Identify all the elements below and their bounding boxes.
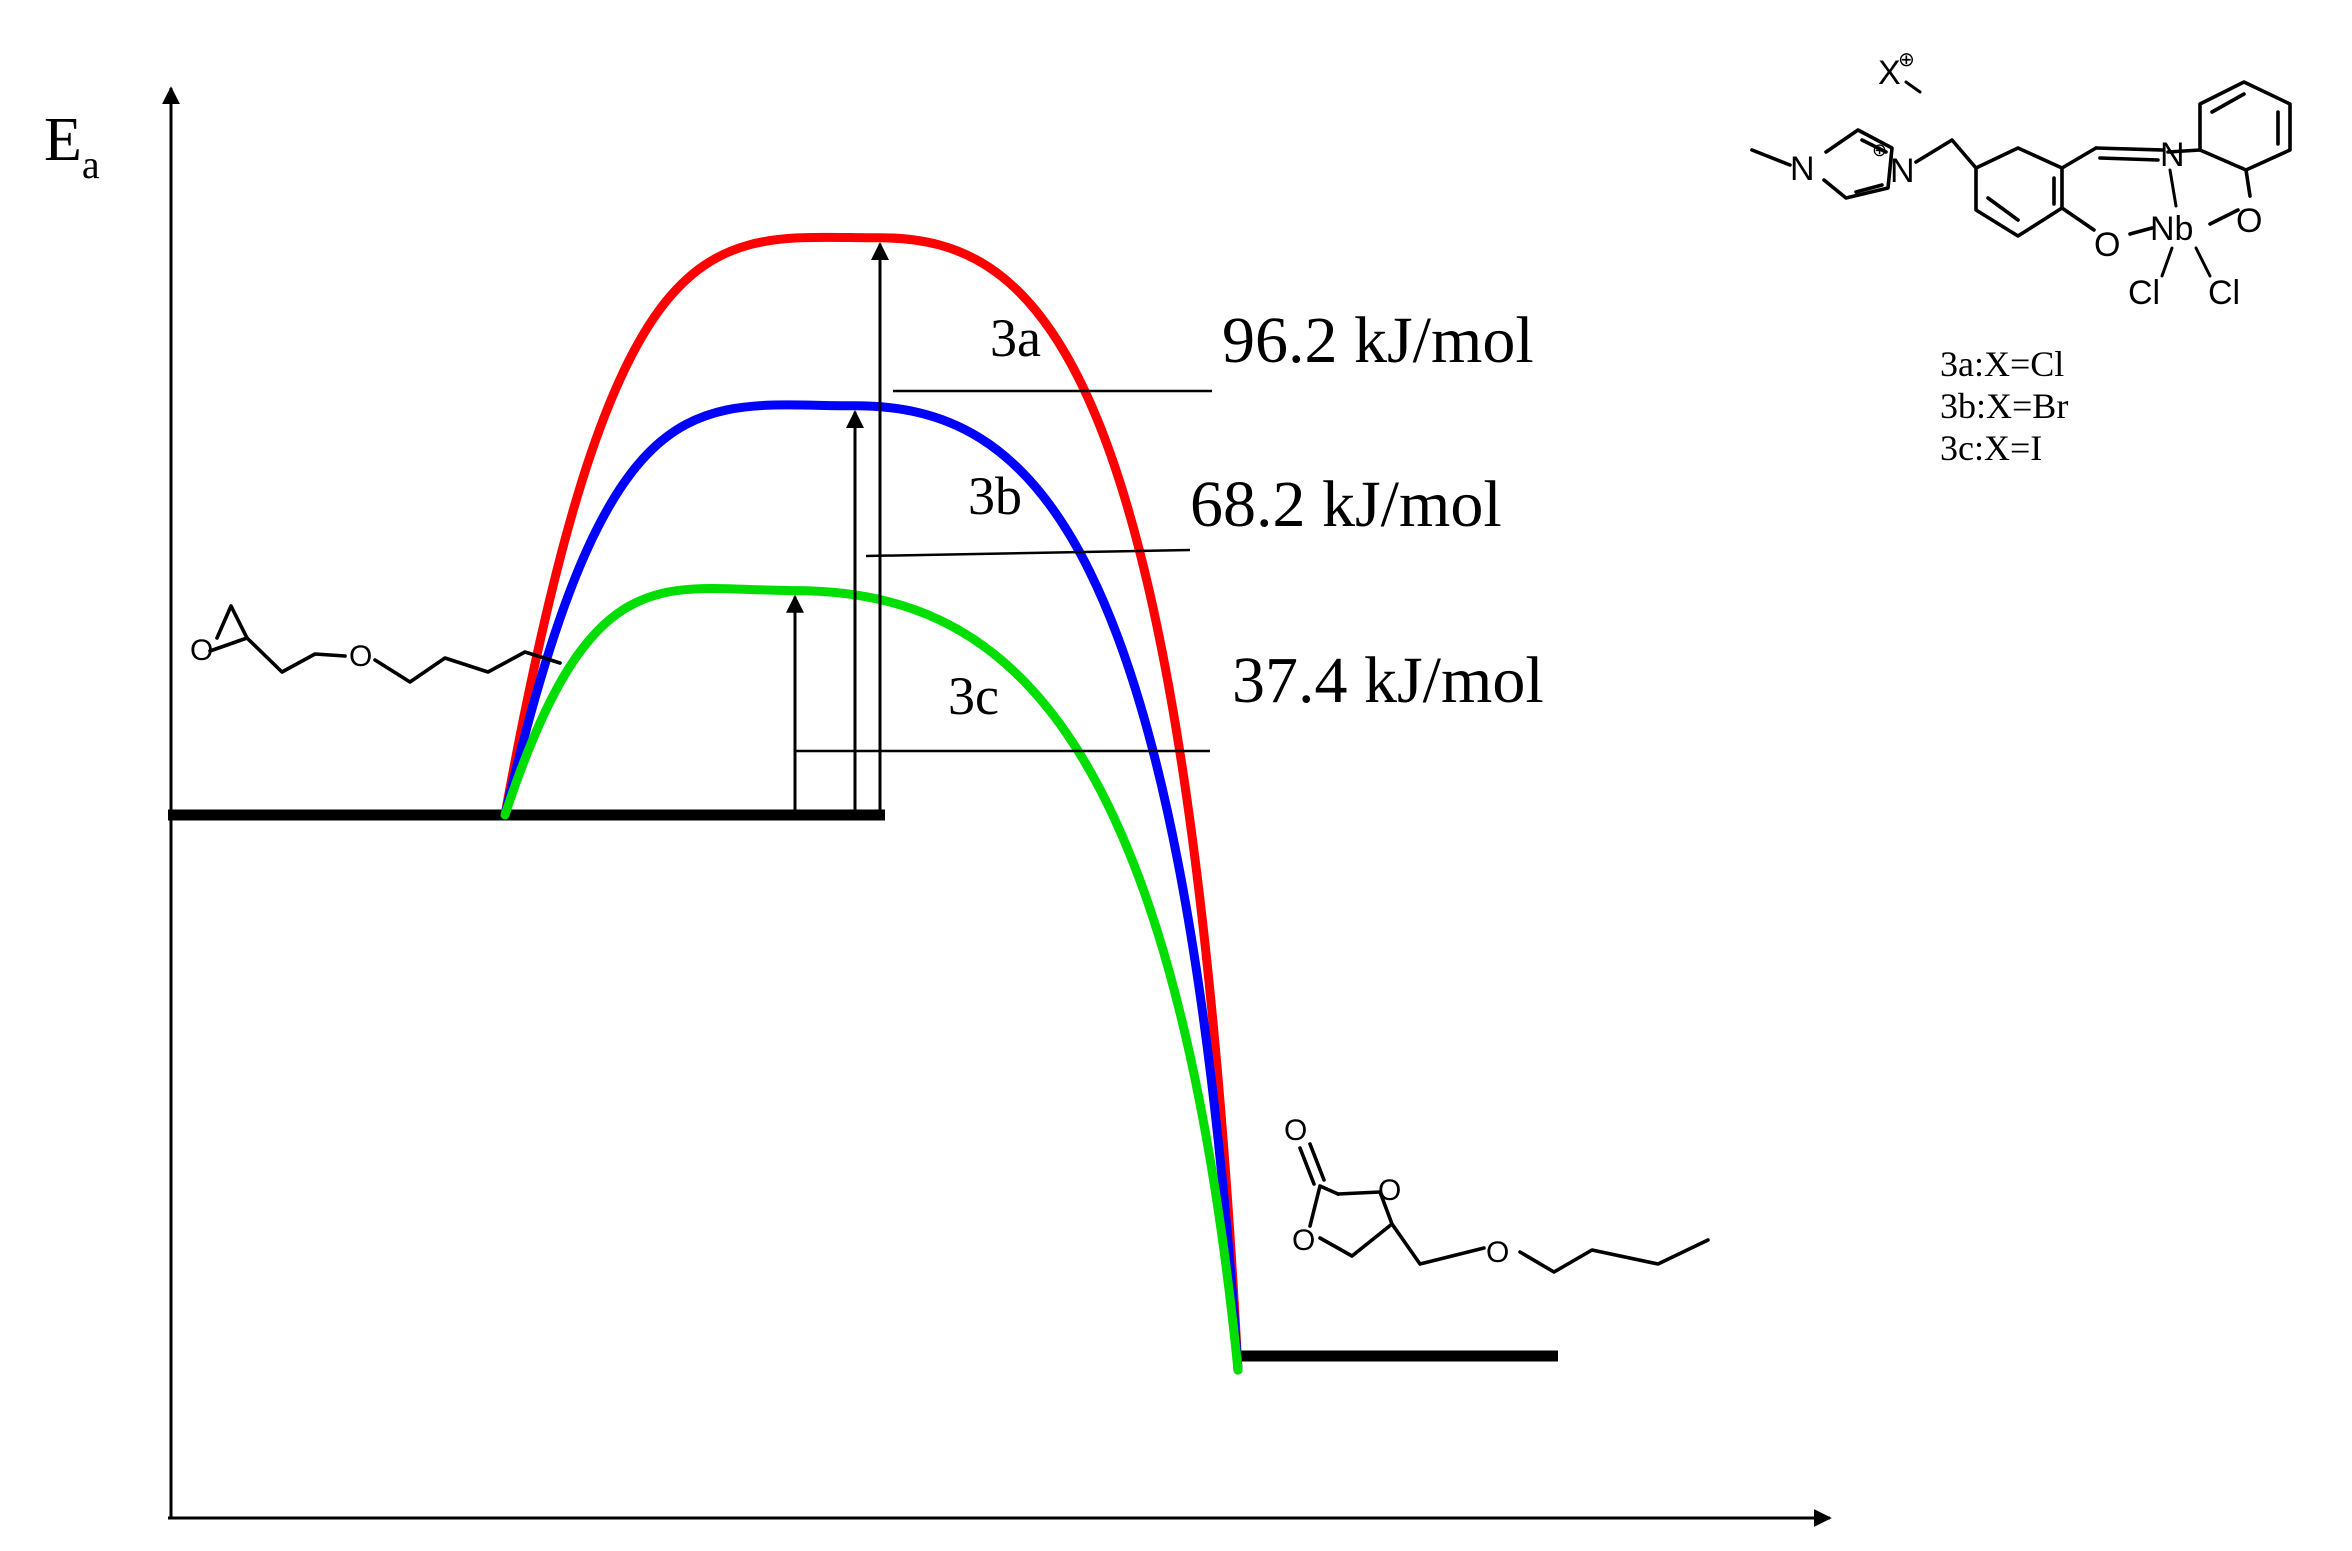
svg-text:Cl: Cl bbox=[2128, 274, 2160, 312]
barrier-value-3b: 68.2 kJ/mol bbox=[1190, 468, 1502, 541]
barrier-value-3a: 96.2 kJ/mol bbox=[1222, 304, 1534, 377]
curve-3b bbox=[500, 400, 1243, 1375]
svg-text:O: O bbox=[190, 634, 213, 667]
svg-text:Nb: Nb bbox=[2150, 210, 2193, 248]
catalyst-legend-3a: 3a:X=Cl bbox=[1940, 344, 2064, 384]
catalyst-legend-3c: 3c:X=I bbox=[1940, 428, 2042, 468]
curve-label-3c: 3c bbox=[948, 666, 999, 726]
svg-text:O: O bbox=[1378, 1174, 1401, 1207]
svg-text:O: O bbox=[2094, 226, 2120, 264]
svg-text:N: N bbox=[1790, 150, 1815, 188]
barrier-value-3c: 37.4 kJ/mol bbox=[1232, 644, 1544, 717]
svg-text:⊕: ⊕ bbox=[1872, 140, 1887, 160]
svg-text:X: X bbox=[1878, 54, 1901, 92]
svg-text:N: N bbox=[2160, 136, 2185, 174]
reactant-molecule: O O bbox=[190, 604, 562, 684]
svg-text:O: O bbox=[1486, 1236, 1509, 1269]
svg-text:O: O bbox=[349, 640, 372, 673]
curve-3c bbox=[500, 583, 1243, 1375]
svg-text:O: O bbox=[1284, 1114, 1307, 1147]
y-axis-label: Ea bbox=[44, 106, 100, 187]
catalyst-legend-3b: 3b:X=Br bbox=[1940, 386, 2068, 426]
leader-line-3b bbox=[865, 548, 1191, 558]
catalyst-structure: N N X ⊕ ⊕ N O Nb O Cl Cl bbox=[1750, 49, 2292, 312]
product-molecule: O O O O bbox=[1284, 1114, 1710, 1274]
svg-text:O: O bbox=[1292, 1224, 1315, 1257]
svg-text:O: O bbox=[2236, 202, 2262, 240]
curve-label-3b: 3b bbox=[968, 466, 1022, 526]
curve-3a bbox=[500, 232, 1243, 1375]
svg-text:⊕: ⊕ bbox=[1898, 49, 1915, 71]
svg-text:Cl: Cl bbox=[2208, 274, 2240, 312]
curve-label-3a: 3a bbox=[990, 308, 1041, 368]
svg-text:N: N bbox=[1890, 152, 1915, 190]
